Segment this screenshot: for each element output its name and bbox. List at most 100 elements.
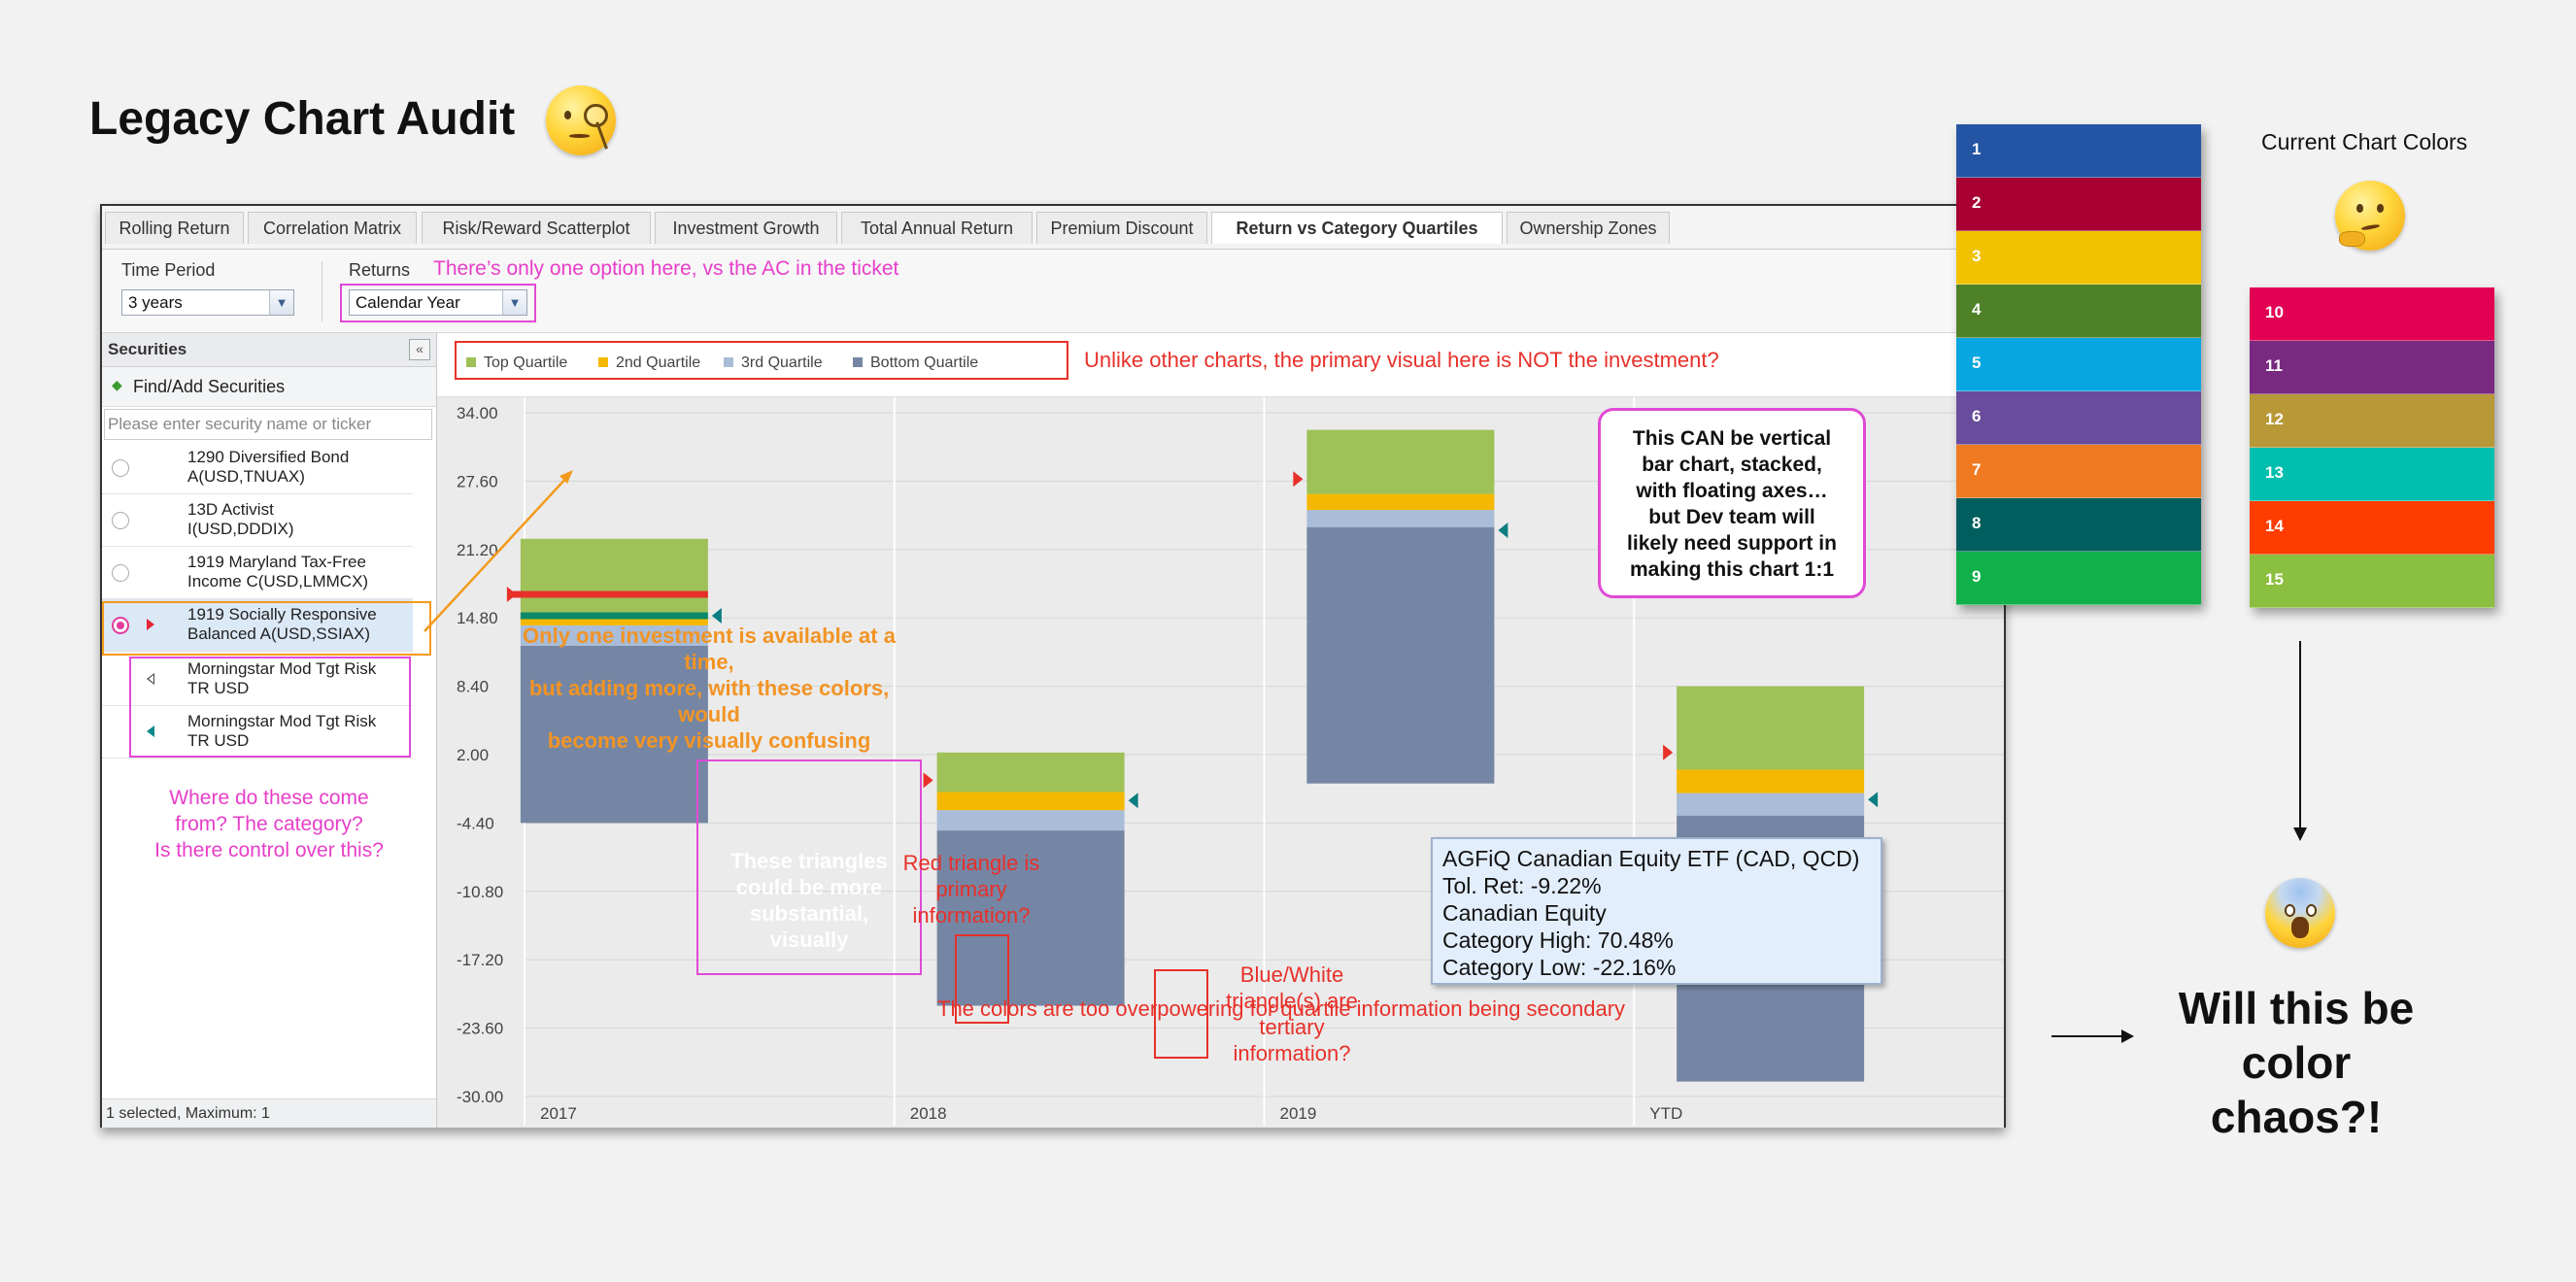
swatch-number: 15: [2265, 570, 2284, 589]
security-search-input[interactable]: [104, 409, 432, 440]
swatch-number: 5: [1972, 354, 1982, 372]
returns-select[interactable]: Calendar Year ▼: [349, 289, 527, 316]
color-swatch-6: 6: [1956, 391, 2201, 445]
security-radio[interactable]: [112, 459, 129, 477]
monocle-face-icon: [546, 85, 616, 155]
callout-line5: likely need support in: [1627, 532, 1837, 555]
returns-highlight-box: [340, 284, 536, 322]
y-tick-label: -23.60: [457, 1020, 503, 1038]
security-name: 1290 Diversified Bond A(USD,TNUAX): [187, 448, 349, 487]
bar-2nd-quartile: [520, 616, 708, 625]
legend-item-bottom-quartile[interactable]: Bottom Quartile: [853, 354, 978, 372]
time-period-label: Time Period: [121, 260, 216, 280]
swatch-number: 8: [1972, 514, 1982, 532]
find-add-label: Find/Add Securities: [133, 377, 286, 396]
tab-risk-reward-scatterplot[interactable]: Risk/Reward Scatterplot: [422, 212, 651, 244]
security-radio-selected[interactable]: [112, 617, 129, 634]
chevron-down-icon[interactable]: ▼: [269, 290, 293, 315]
diamond-plus-icon: ◆: [112, 377, 122, 392]
security-radio[interactable]: [112, 512, 129, 529]
find-add-securities-button[interactable]: ◆ Find/Add Securities: [102, 367, 436, 407]
investment-triangle-marker: [1293, 471, 1304, 488]
teal-triangle-icon: [147, 725, 154, 737]
swatch-number: 7: [1972, 460, 1982, 479]
bar-top-quartile: [520, 538, 708, 616]
tooltip-line4: Category High: 70.48%: [1442, 928, 1674, 953]
chevron-down-icon[interactable]: ▼: [502, 290, 526, 315]
securities-sidebar: Securities « ◆ Find/Add Securities 1290 …: [102, 333, 437, 1128]
benchmark-name: Morningstar Mod Tgt Risk TR USD: [187, 712, 376, 751]
tab-premium-discount[interactable]: Premium Discount: [1036, 212, 1207, 244]
color-swatch-13: 13: [2250, 448, 2494, 501]
color-swatch-11: 11: [2250, 341, 2494, 394]
y-tick-label: 2.00: [457, 746, 489, 764]
security-name-line1: 1919 Maryland Tax-Free: [187, 553, 366, 571]
security-row[interactable]: 1919 Maryland Tax-Free Income C(USD,LMMC…: [102, 547, 413, 599]
collapse-icon[interactable]: «: [409, 339, 430, 360]
color-swatch-10: 10: [2250, 287, 2494, 341]
blue-triangle-note-line2: triangle(s) are: [1226, 989, 1358, 1013]
bar-3rd-quartile: [1677, 793, 1865, 816]
triangles-note-line2: could be more: [735, 875, 883, 899]
security-row[interactable]: 1290 Diversified Bond A(USD,TNUAX): [102, 442, 413, 494]
category-note: Where do these come from? The category? …: [102, 785, 436, 863]
sidebar-header: Securities «: [102, 333, 436, 367]
bar-bottom-quartile: [936, 830, 1125, 1006]
right-arrow-head: [2121, 1029, 2134, 1043]
security-name-line1: 13D Activist: [187, 500, 274, 519]
tab-correlation-matrix[interactable]: Correlation Matrix: [248, 212, 417, 244]
tab-investment-growth[interactable]: Investment Growth: [655, 212, 837, 244]
bar-top-quartile: [936, 752, 1125, 793]
color-swatch-15: 15: [2250, 555, 2494, 608]
benchmark-row: Morningstar Mod Tgt Risk TR USD: [102, 706, 413, 759]
security-row-selected[interactable]: 1919 Socially Responsive Balanced A(USD,…: [102, 599, 413, 652]
legend-label: 2nd Quartile: [616, 354, 701, 371]
blue-triangle-note-line3: tertiary: [1259, 1015, 1325, 1039]
bar-top-quartile: [1306, 429, 1495, 494]
security-name-line2: A(USD,TNUAX): [187, 467, 305, 486]
white-triangle-icon: [147, 673, 154, 685]
legend-item-3rd-quartile[interactable]: 3rd Quartile: [724, 354, 823, 372]
color-swatch-9: 9: [1956, 552, 2201, 605]
security-name-line2: Income C(USD,LMMCX): [187, 572, 369, 590]
tab-return-vs-category-quartiles[interactable]: Return vs Category Quartiles: [1211, 212, 1503, 244]
benchmark-name-line2: TR USD: [187, 679, 250, 697]
conclusion-line1: Will this be: [2178, 983, 2415, 1033]
tab-total-annual-return[interactable]: Total Annual Return: [841, 212, 1033, 244]
swatch-number: 6: [1972, 407, 1982, 425]
legend-item-top-quartile[interactable]: Top Quartile: [466, 354, 567, 372]
page-title: Legacy Chart Audit: [89, 93, 516, 145]
bar-2nd-quartile: [1677, 769, 1865, 793]
color-swatch-2: 2: [1956, 178, 2201, 231]
legend-item-2nd-quartile[interactable]: 2nd Quartile: [598, 354, 700, 372]
security-name: 1919 Socially Responsive Balanced A(USD,…: [187, 605, 377, 644]
color-swatch-14: 14: [2250, 501, 2494, 555]
y-tick-label: -17.20: [457, 951, 503, 969]
bar-bottom-quartile: [1306, 526, 1495, 784]
category-note-line1: Where do these come: [169, 787, 369, 809]
security-row[interactable]: 13D Activist I(USD,DDDIX): [102, 494, 413, 547]
conclusion-text: Will this be color chaos?!: [2151, 981, 2442, 1144]
y-tick-label: 21.20: [457, 541, 498, 559]
legend-swatch: [853, 357, 863, 367]
swatch-number: 9: [1972, 567, 1982, 586]
red-triangle-note-line3: information?: [912, 903, 1031, 928]
benchmark-triangle-marker: [1498, 523, 1508, 538]
tab-rolling-return[interactable]: Rolling Return: [105, 212, 244, 244]
bar-top-quartile: [1677, 686, 1865, 770]
y-tick-label: -4.40: [457, 814, 494, 832]
red-triangle-note: Red triangle is primary information?: [864, 850, 1078, 928]
time-period-select[interactable]: 3 years ▼: [121, 289, 294, 316]
sidebar-title: Securities: [108, 340, 187, 358]
tab-ownership-zones[interactable]: Ownership Zones: [1507, 212, 1670, 244]
blue-triangle-note-line1: Blue/White: [1239, 962, 1344, 987]
legend-highlight-box: [455, 341, 1068, 380]
swatch-number: 2: [1972, 193, 1982, 212]
y-tick-label: -30.00: [457, 1088, 503, 1106]
x-tick-label: 2017: [540, 1104, 577, 1123]
legend-swatch: [724, 357, 733, 367]
investment-triangle-marker: [506, 587, 517, 602]
y-tick-label: 34.00: [457, 404, 498, 422]
conclusion-line2: color chaos?!: [2210, 1037, 2383, 1142]
security-radio[interactable]: [112, 564, 129, 582]
